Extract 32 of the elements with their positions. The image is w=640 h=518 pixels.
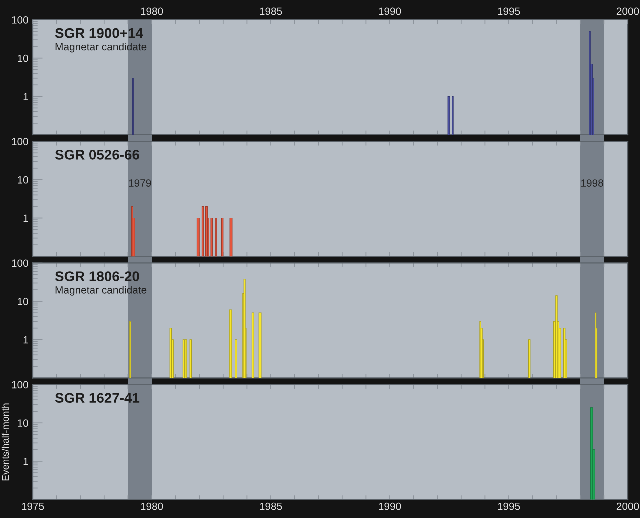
chart-title: SGR 0526-66 <box>55 150 140 160</box>
chart-title: SGR 1900+14 <box>55 28 144 38</box>
x-tick-label: 1985 <box>260 502 282 510</box>
y-tick-label: 10 <box>18 54 28 62</box>
y-tick-label: 1 <box>24 93 28 100</box>
x-tick-label: 1980 <box>141 502 164 510</box>
x2-tick-label: 1990 <box>379 8 402 16</box>
x-tick-label: 1990 <box>379 502 402 510</box>
y-tick-label: 10 <box>18 298 28 306</box>
band-label: 1979 <box>129 180 152 187</box>
chart-title: SGR 1806-20 <box>55 272 140 282</box>
y-tick-label: 10 <box>18 420 28 428</box>
y-tick-label: 100 <box>12 138 28 146</box>
band-label: 1998 <box>582 180 604 187</box>
x-tick-label: 2000 <box>616 502 640 510</box>
y-tick-label: 100 <box>12 16 28 24</box>
y-tick-label: 1 <box>24 214 28 222</box>
y-tick-label: 100 <box>12 381 28 389</box>
x2-tick-label: 2000 <box>616 8 640 16</box>
y-axis-title: Events/half-month <box>2 404 10 481</box>
chart-title: SGR 1627-41 <box>55 393 140 404</box>
y-tick-label: 1 <box>24 458 28 466</box>
x-tick-label: 1995 <box>498 502 520 510</box>
text: Magnetar candidate <box>56 43 147 53</box>
x2-tick-label: 1980 <box>141 8 164 16</box>
y-tick-label: 1 <box>24 336 28 344</box>
x2-tick-label: 1995 <box>498 8 520 16</box>
y-tick-label: 100 <box>12 260 28 268</box>
x-tick-label: 1975 <box>22 502 44 510</box>
text: Magnetar candidate <box>56 286 147 296</box>
x2-tick-label: 1985 <box>260 8 282 16</box>
y-tick-label: 10 <box>18 176 28 184</box>
